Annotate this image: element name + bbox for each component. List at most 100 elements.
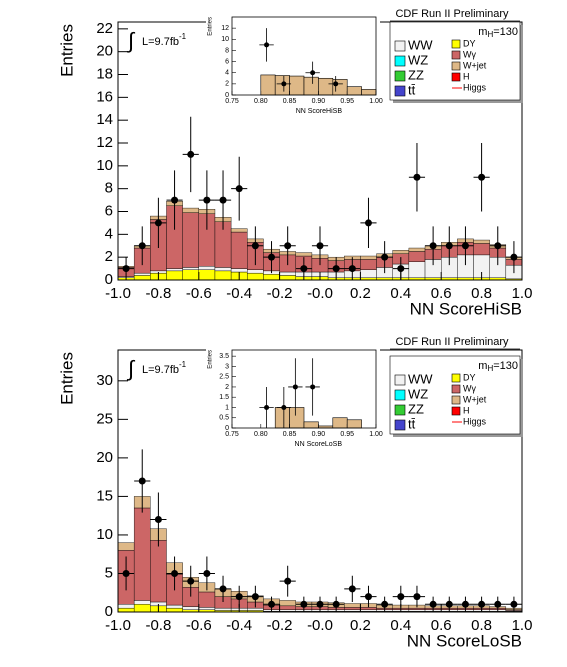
inset-point [292, 384, 298, 390]
legend-swatch [451, 406, 461, 416]
inset-y-tick-label: 0 [225, 92, 229, 99]
hist-segment [166, 604, 183, 609]
legend-label: DY [463, 372, 476, 382]
inset-x-tick-label: 0.95 [340, 431, 354, 438]
mass-sub: H [487, 364, 493, 373]
hist-segment [247, 607, 264, 611]
data-point [171, 569, 179, 577]
data-point [284, 242, 292, 250]
inset-y-tick-label: 2 [225, 384, 229, 391]
hist-segment [360, 269, 377, 278]
hist-segment [198, 607, 216, 610]
inset-x-label: NN ScoreLoSB [295, 441, 343, 448]
x-axis-label: NN ScoreLoSB [407, 631, 522, 650]
y-tick-label: 30 [96, 372, 113, 389]
data-point [348, 585, 356, 593]
inset-frame [231, 349, 377, 429]
inset-bar [332, 417, 348, 429]
data-point [364, 593, 372, 601]
x-tick-label: 0.6 [431, 285, 452, 302]
legend-label: H [463, 405, 470, 415]
hist-segment [408, 261, 426, 278]
inset-y-tick-label: 0 [225, 425, 229, 432]
data-point [316, 242, 324, 250]
x-tick-label: -0.6 [186, 617, 212, 634]
legend-swatch [394, 419, 406, 431]
inset-y-tick-label: 0.5 [219, 415, 229, 422]
hist-segment [166, 270, 183, 281]
hist-segment [117, 542, 135, 551]
data-point [429, 600, 437, 608]
y-tick-label: 18 [96, 65, 113, 82]
legend-swatch [451, 373, 461, 383]
x-tick-label: 0.4 [390, 285, 411, 302]
x-tick-label: 0.2 [350, 617, 371, 634]
legend-label: tt̄ [408, 416, 416, 431]
data-point [510, 600, 518, 608]
inset-y-tick-label: 2 [225, 81, 229, 88]
data-point [219, 196, 227, 204]
inset-bar [289, 407, 305, 429]
hist-segment [344, 603, 361, 608]
lumi-sup: -1 [179, 360, 187, 369]
x-tick-label: 0.8 [471, 285, 492, 302]
inset-y-tick-label: 6 [225, 58, 229, 65]
hist-segment [279, 600, 296, 607]
x-tick-label: -1.0 [105, 285, 131, 302]
legend-label: Higgs [463, 82, 487, 92]
x-tick-label: 0.6 [431, 617, 452, 634]
inset-background [206, 346, 380, 450]
hist-segment [247, 272, 264, 281]
inset-point [310, 70, 316, 76]
y-tick-label: 14 [96, 111, 113, 128]
hist-segment [230, 268, 248, 273]
hist-segment [344, 607, 361, 610]
x-tick-label: 1.0 [512, 617, 533, 634]
y-tick-label: 10 [96, 526, 113, 543]
hist-segment [214, 270, 232, 281]
legend-label: ZZ [408, 67, 424, 82]
y-tick-label: 25 [96, 410, 113, 427]
hist-segment [392, 250, 410, 254]
data-point [268, 600, 276, 608]
inset-x-tick-label: 0.85 [283, 98, 297, 105]
y-tick-label: 8 [105, 180, 113, 197]
hist-segment [279, 605, 296, 610]
data-point [364, 219, 372, 227]
inset-point [264, 404, 270, 410]
hist-segment [182, 269, 199, 281]
hist-segment [360, 607, 377, 610]
hist-segment [198, 266, 216, 270]
data-point [316, 600, 324, 608]
data-point [251, 242, 259, 250]
inset-background [206, 13, 380, 117]
data-point [478, 173, 486, 181]
y-tick-label: 4 [105, 225, 113, 242]
legend-label: H [463, 71, 470, 81]
hist-segment [247, 269, 264, 274]
x-tick-label: 0.2 [350, 285, 371, 302]
data-point [284, 577, 292, 585]
hist-segment [408, 247, 426, 252]
data-point [429, 242, 437, 250]
legend-label: Wγ [463, 383, 476, 393]
x-tick-label: -0.6 [186, 285, 212, 302]
integral-sign: ∫ [126, 28, 136, 53]
x-tick-label: -0.2 [267, 617, 293, 634]
legend-label: DY [463, 38, 476, 48]
hist-segment [166, 268, 183, 272]
data-point [300, 265, 308, 273]
y-tick-label: 10 [96, 157, 113, 174]
x-tick-label: -1.0 [105, 617, 131, 634]
data-point [461, 600, 469, 608]
data-point [332, 265, 340, 273]
y-axis-label: Entries [57, 24, 76, 77]
data-point [494, 242, 502, 250]
hist-segment [263, 274, 280, 281]
x-tick-label: -0.8 [145, 285, 171, 302]
inset-y-tick-label: 8 [225, 47, 229, 54]
inset-x-tick-label: 0.75 [225, 431, 239, 438]
mass-text: m [478, 360, 487, 372]
data-point [445, 242, 453, 250]
inset-bar [361, 89, 377, 96]
